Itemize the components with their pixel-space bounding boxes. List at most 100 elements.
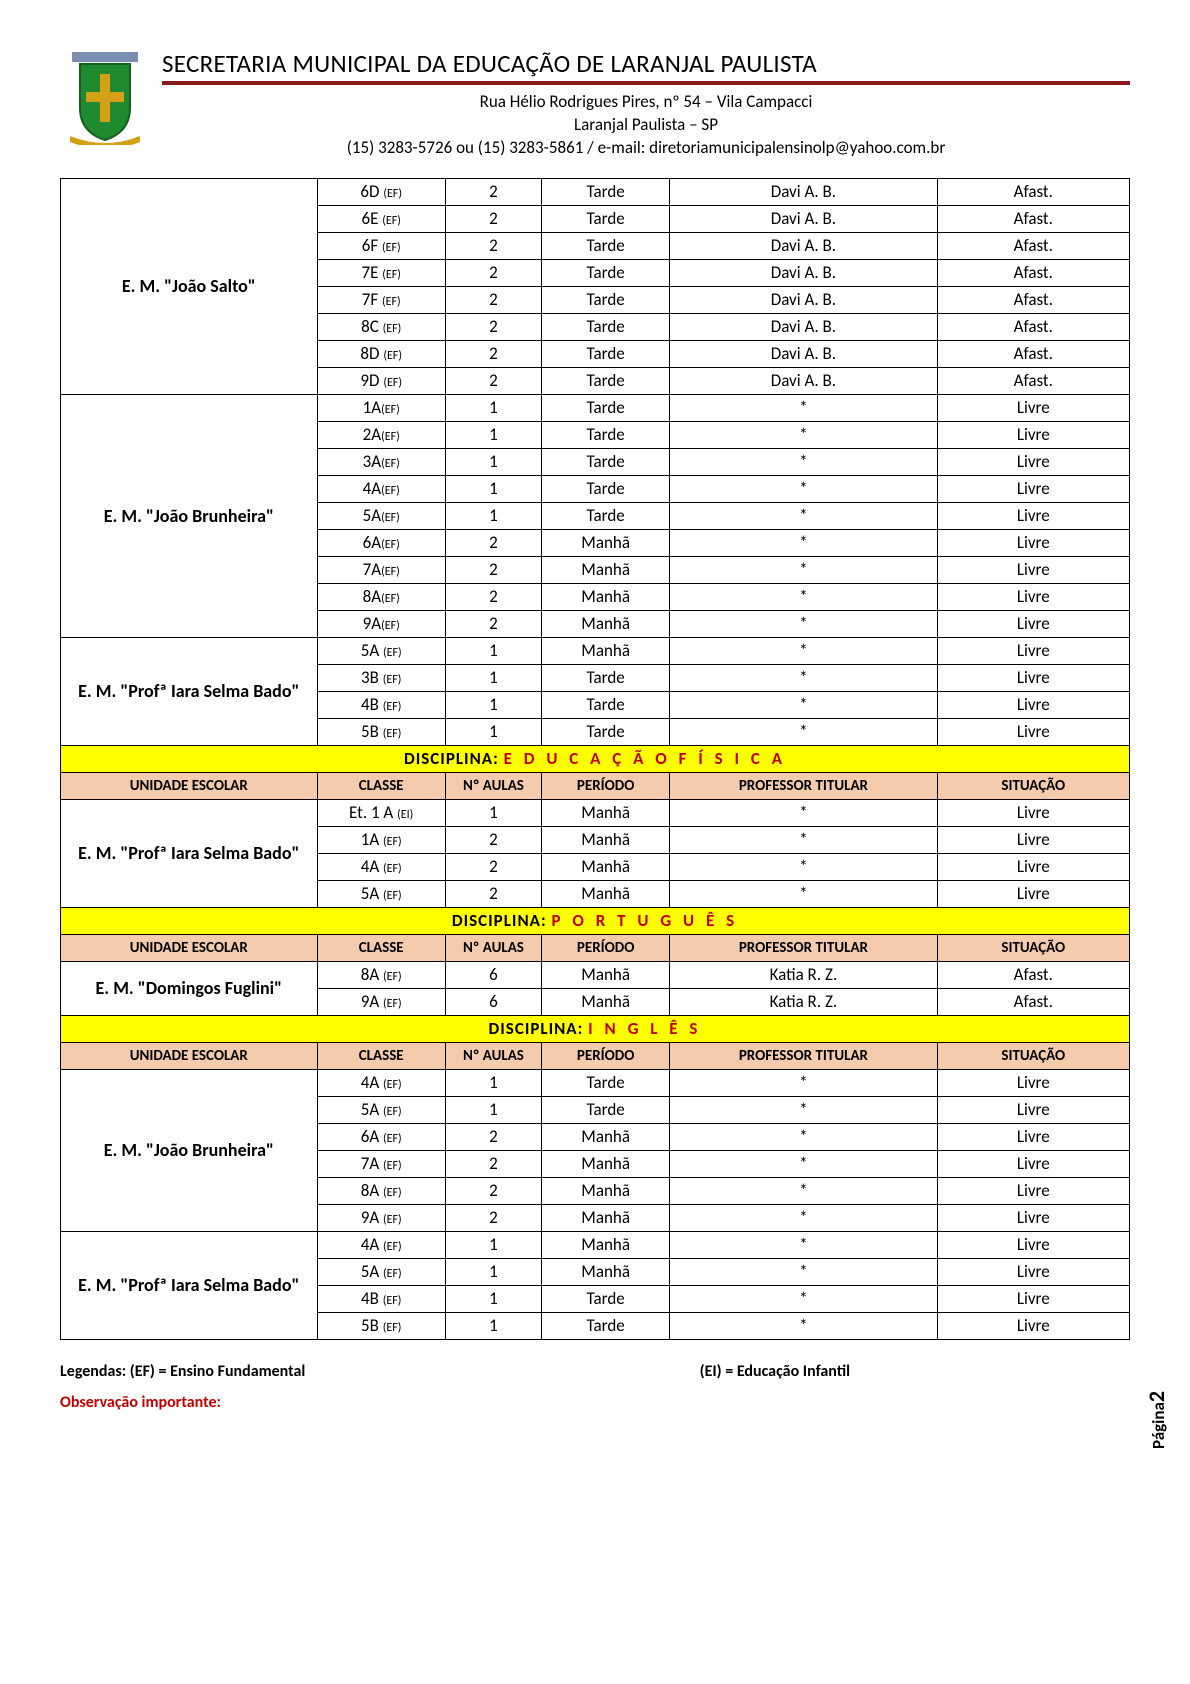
- aulas-cell: 2: [445, 556, 541, 583]
- professor-cell: *: [670, 529, 937, 556]
- aulas-cell: 1: [445, 502, 541, 529]
- col-professor: PROFESSOR TITULAR: [670, 934, 937, 961]
- classe-cell: 2A(EF): [317, 421, 445, 448]
- situacao-cell: Livre: [937, 529, 1129, 556]
- situacao-cell: Livre: [937, 556, 1129, 583]
- classe-cell: 7A(EF): [317, 556, 445, 583]
- classe-cell: 6E (EF): [317, 205, 445, 232]
- aulas-cell: 1: [445, 448, 541, 475]
- school-cell: E. M. "João Brunheira": [61, 1069, 318, 1231]
- classe-cell: 4A (EF): [317, 853, 445, 880]
- professor-cell: *: [670, 1177, 937, 1204]
- professor-cell: Katia R. Z.: [670, 961, 937, 988]
- periodo-cell: Tarde: [542, 718, 670, 745]
- school-cell: E. M. "Profª Iara Selma Bado": [61, 637, 318, 745]
- professor-cell: *: [670, 1231, 937, 1258]
- situacao-cell: Livre: [937, 880, 1129, 907]
- aulas-cell: 1: [445, 691, 541, 718]
- table-row: E. M. "Profª Iara Selma Bado"4A (EF)1Man…: [61, 1231, 1130, 1258]
- situacao-cell: Livre: [937, 502, 1129, 529]
- professor-cell: *: [670, 880, 937, 907]
- table-row: E. M. "João Salto"6D (EF)2TardeDavi A. B…: [61, 178, 1130, 205]
- school-cell: E. M. "Domingos Fuglini": [61, 961, 318, 1015]
- col-classe: CLASSE: [317, 772, 445, 799]
- classe-cell: 8A (EF): [317, 1177, 445, 1204]
- classe-cell: 6D (EF): [317, 178, 445, 205]
- situacao-cell: Afast.: [937, 961, 1129, 988]
- contact-line: (15) 3283-5726 ou (15) 3283-5861 / e-mai…: [162, 137, 1130, 160]
- document-header: SECRETARIA MUNICIPAL DA EDUCAÇÃO DE LARA…: [60, 40, 1130, 160]
- periodo-cell: Tarde: [542, 286, 670, 313]
- aulas-cell: 2: [445, 286, 541, 313]
- situacao-cell: Livre: [937, 1231, 1129, 1258]
- discipline-cell: DISCIPLINA: P O R T U G U Ê S: [61, 907, 1130, 934]
- aulas-cell: 1: [445, 1069, 541, 1096]
- situacao-cell: Livre: [937, 637, 1129, 664]
- crest-icon: [60, 40, 150, 145]
- professor-cell: *: [670, 826, 937, 853]
- aulas-cell: 2: [445, 232, 541, 259]
- aulas-cell: 6: [445, 961, 541, 988]
- classe-cell: 6A (EF): [317, 1123, 445, 1150]
- footer: Legendas: (EF) = Ensino Fundamental (EI)…: [60, 1362, 1130, 1381]
- professor-cell: Katia R. Z.: [670, 988, 937, 1015]
- professor-cell: *: [670, 718, 937, 745]
- aulas-cell: 1: [445, 718, 541, 745]
- aulas-cell: 1: [445, 394, 541, 421]
- column-header-row: UNIDADE ESCOLARCLASSENº AULASPERÍODOPROF…: [61, 772, 1130, 799]
- situacao-cell: Afast.: [937, 232, 1129, 259]
- aulas-cell: 2: [445, 178, 541, 205]
- aulas-cell: 2: [445, 610, 541, 637]
- periodo-cell: Tarde: [542, 1285, 670, 1312]
- periodo-cell: Tarde: [542, 178, 670, 205]
- aulas-cell: 2: [445, 583, 541, 610]
- periodo-cell: Manhã: [542, 529, 670, 556]
- classe-cell: 8C (EF): [317, 313, 445, 340]
- classe-cell: 5A (EF): [317, 1258, 445, 1285]
- periodo-cell: Tarde: [542, 1096, 670, 1123]
- professor-cell: *: [670, 421, 937, 448]
- schedule-table: E. M. "João Salto"6D (EF)2TardeDavi A. B…: [60, 178, 1130, 1340]
- situacao-cell: Livre: [937, 718, 1129, 745]
- col-aulas: Nº AULAS: [445, 1042, 541, 1069]
- professor-cell: *: [670, 664, 937, 691]
- col-professor: PROFESSOR TITULAR: [670, 1042, 937, 1069]
- classe-cell: 3A(EF): [317, 448, 445, 475]
- periodo-cell: Manhã: [542, 1258, 670, 1285]
- classe-cell: 4B (EF): [317, 1285, 445, 1312]
- situacao-cell: Afast.: [937, 313, 1129, 340]
- col-aulas: Nº AULAS: [445, 934, 541, 961]
- periodo-cell: Manhã: [542, 988, 670, 1015]
- discipline-row: DISCIPLINA: E D U C A Ç Ã O F Í S I C A: [61, 745, 1130, 772]
- aulas-cell: 1: [445, 664, 541, 691]
- situacao-cell: Livre: [937, 1150, 1129, 1177]
- classe-cell: 9D (EF): [317, 367, 445, 394]
- aulas-cell: 1: [445, 421, 541, 448]
- aulas-cell: 2: [445, 367, 541, 394]
- professor-cell: Davi A. B.: [670, 367, 937, 394]
- aulas-cell: 1: [445, 1258, 541, 1285]
- aulas-cell: 2: [445, 529, 541, 556]
- periodo-cell: Tarde: [542, 502, 670, 529]
- classe-cell: 6A(EF): [317, 529, 445, 556]
- situacao-cell: Livre: [937, 691, 1129, 718]
- column-header-row: UNIDADE ESCOLARCLASSENº AULASPERÍODOPROF…: [61, 1042, 1130, 1069]
- table-row: E. M. "João Brunheira"1A(EF)1Tarde*Livre: [61, 394, 1130, 421]
- situacao-cell: Livre: [937, 1258, 1129, 1285]
- periodo-cell: Manhã: [542, 556, 670, 583]
- col-unidade: UNIDADE ESCOLAR: [61, 1042, 318, 1069]
- aulas-cell: 2: [445, 826, 541, 853]
- situacao-cell: Afast.: [937, 367, 1129, 394]
- professor-cell: Davi A. B.: [670, 205, 937, 232]
- col-unidade: UNIDADE ESCOLAR: [61, 772, 318, 799]
- classe-cell: 8D (EF): [317, 340, 445, 367]
- address-line-1: Rua Hélio Rodrigues Pires, nº 54 – Vila …: [162, 91, 1130, 114]
- col-aulas: Nº AULAS: [445, 772, 541, 799]
- periodo-cell: Tarde: [542, 1069, 670, 1096]
- classe-cell: 5A (EF): [317, 880, 445, 907]
- professor-cell: *: [670, 394, 937, 421]
- aulas-cell: 2: [445, 259, 541, 286]
- periodo-cell: Manhã: [542, 880, 670, 907]
- red-divider: [162, 81, 1130, 85]
- header-address: Rua Hélio Rodrigues Pires, nº 54 – Vila …: [162, 91, 1130, 160]
